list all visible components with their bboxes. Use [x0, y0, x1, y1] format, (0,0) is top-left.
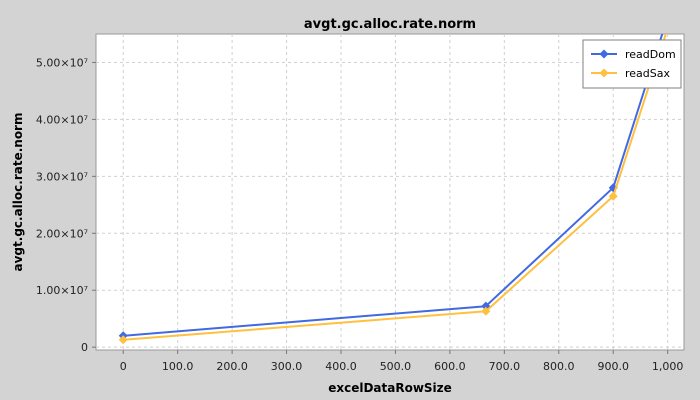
legend-box	[582, 39, 682, 89]
series-readSax	[118, 24, 672, 345]
y-tick-label: 4.00×10⁷	[36, 113, 88, 126]
data-point	[118, 335, 128, 345]
y-axis: 0 1.00×10⁷ 2.00×10⁷ 3.00×10⁷ 4.00×10⁷ 5.00×10…	[36, 56, 96, 354]
x-tick-label: 0	[120, 360, 127, 373]
chart-title: avgt.gc.alloc.rate.norm	[304, 17, 476, 32]
data-point	[481, 306, 491, 316]
data-point	[663, 12, 672, 21]
legend-item-readDom: readDom	[591, 48, 676, 61]
y-tick-label: 2.00×10⁷	[36, 227, 88, 240]
series-line	[123, 34, 667, 341]
legend: readDom readSax	[582, 39, 682, 89]
x-axis: 0 100.0 200.0 300.0 400.0 500.0 600.0 700.0 800.…	[120, 350, 684, 373]
x-tick-label: 400.0	[325, 360, 357, 373]
gridlines	[96, 34, 684, 350]
x-tick-label: 700.0	[489, 360, 521, 373]
y-axis-label: avgt.gc.alloc.rate.norm	[11, 113, 25, 272]
legend-marker	[599, 68, 609, 78]
x-tick-label: 100.0	[162, 360, 194, 373]
series-layer	[118, 12, 672, 345]
data-point	[608, 191, 618, 201]
series-line	[123, 34, 664, 337]
legend-marker	[599, 49, 609, 59]
data-point	[663, 24, 672, 33]
x-tick-label: 300.0	[271, 360, 303, 373]
legend-item-readSax: readSax	[591, 67, 670, 80]
legend-label: readDom	[625, 48, 676, 61]
y-tick-label: 1.00×10⁷	[36, 284, 88, 297]
y-tick-label: 0	[81, 341, 88, 354]
x-tick-label: 200.0	[216, 360, 248, 373]
x-tick-label: 500.0	[380, 360, 412, 373]
x-tick-label: 900.0	[597, 360, 629, 373]
legend-label: readSax	[625, 67, 670, 80]
x-tick-label: 1,000	[652, 360, 684, 373]
x-tick-label: 800.0	[543, 360, 575, 373]
x-tick-label: 600.0	[434, 360, 466, 373]
y-tick-label: 5.00×10⁷	[36, 56, 88, 69]
x-axis-label: excelDataRowSize	[328, 381, 452, 395]
y-tick-label: 3.00×10⁷	[36, 170, 88, 183]
